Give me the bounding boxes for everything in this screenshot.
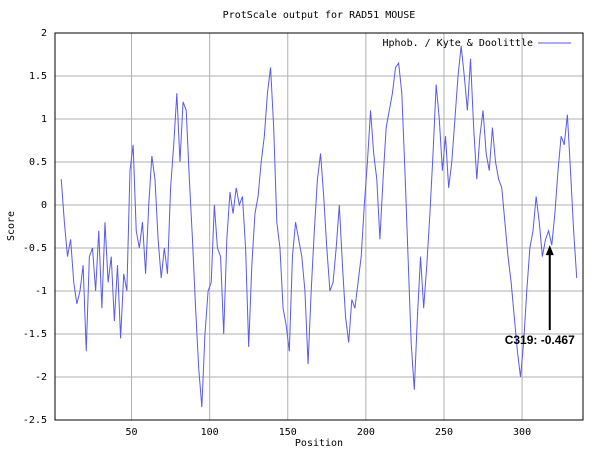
x-tick-label: 150	[279, 427, 297, 438]
y-tick-label: -0.5	[23, 243, 47, 254]
x-tick-label: 250	[435, 427, 453, 438]
annotation-arrowhead	[545, 245, 554, 256]
y-tick-label: -1	[35, 286, 47, 297]
x-tick-label: 100	[201, 427, 219, 438]
y-axis-label: Score	[6, 211, 17, 241]
y-tick-label: 0	[41, 200, 47, 211]
chart-title: ProtScale output for RAD51 MOUSE	[223, 10, 416, 21]
y-tick-label: -1.5	[23, 329, 47, 340]
legend-label: Hphob. / Kyte & Doolittle	[382, 38, 533, 49]
y-tick-label: 2	[41, 28, 47, 39]
y-tick-label: -2.5	[23, 415, 47, 426]
plot-frame	[54, 32, 584, 421]
annotation: C319: -0.467	[505, 333, 575, 347]
x-tick-label: 300	[513, 427, 531, 438]
y-tick-label: 0.5	[29, 157, 47, 168]
y-tick-label: 1.5	[29, 71, 47, 82]
x-axis-label: Position	[295, 438, 343, 449]
y-tick-label: -2	[35, 372, 47, 383]
x-tick-label: 200	[357, 427, 375, 438]
data-line	[60, 45, 578, 408]
x-tick-label: 50	[126, 427, 138, 438]
y-tick-label: 1	[41, 114, 47, 125]
